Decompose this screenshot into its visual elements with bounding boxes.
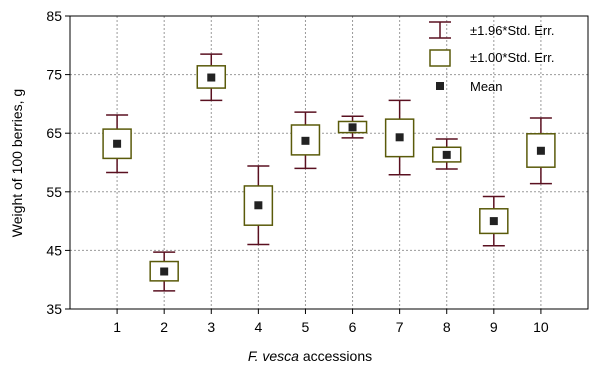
legend-label-mean: Mean (470, 79, 503, 94)
y-tick-label: 75 (46, 67, 62, 83)
mean-marker (489, 217, 498, 226)
box-group-7 (384, 99, 415, 176)
legend-box-swatch (429, 49, 451, 67)
mean-marker (536, 146, 545, 155)
mean-marker (301, 136, 310, 145)
x-tick-label: 1 (113, 319, 121, 335)
x-axis-title-italic: F. vesca (248, 348, 299, 364)
y-tick-label: 35 (46, 301, 62, 317)
mean-marker (442, 150, 451, 159)
y-tick-label: 65 (46, 125, 62, 141)
y-axis-title: Weight of 100 berries, g (9, 89, 25, 237)
x-tick-label: 2 (160, 319, 168, 335)
box-group-8 (431, 138, 462, 170)
box-group-2 (149, 251, 179, 292)
box-group-9 (479, 195, 509, 247)
x-tick-label: 10 (533, 319, 549, 335)
mean-marker (254, 201, 263, 210)
mean-marker (348, 123, 357, 132)
box-group-10 (526, 117, 556, 185)
box-group-4 (243, 165, 274, 246)
x-tick-label: 9 (490, 319, 498, 335)
box-group-3 (196, 53, 227, 102)
x-axis-title-rest: accessions (299, 348, 372, 364)
plot-marks (102, 53, 556, 292)
x-tick-label: 4 (254, 319, 262, 335)
legend-item-whisker: ±1.96*Std. Err. (429, 21, 554, 39)
mean-marker (207, 73, 216, 82)
legend-item-box: ±1.00*Std. Err. (429, 49, 554, 67)
mean-marker (160, 267, 169, 276)
legend-label-box: ±1.00*Std. Err. (470, 50, 554, 65)
x-tick-label: 7 (396, 319, 404, 335)
y-tick-label: 45 (46, 242, 62, 258)
x-tick-label: 6 (349, 319, 357, 335)
plot-frame (69, 15, 589, 310)
y-tick-label: 85 (46, 8, 62, 24)
box-group-6 (337, 115, 368, 139)
legend-label-whisker: ±1.96*Std. Err. (470, 23, 554, 38)
legend-mean-swatch (436, 82, 444, 90)
mean-marker (395, 133, 404, 142)
x-tick-label: 5 (302, 319, 310, 335)
box-group-5 (290, 111, 321, 170)
legend: ±1.96*Std. Err. ±1.00*Std. Err. Mean (429, 21, 554, 94)
box-group-1 (102, 114, 132, 174)
x-axis-title: F. vesca accessions (248, 348, 372, 364)
y-tick-label: 55 (46, 184, 62, 200)
x-tick-label: 3 (207, 319, 215, 335)
se-box (290, 124, 321, 156)
legend-item-mean: Mean (436, 79, 503, 94)
x-tick-label: 8 (443, 319, 451, 335)
axes (65, 15, 589, 314)
mean-marker (113, 139, 122, 148)
